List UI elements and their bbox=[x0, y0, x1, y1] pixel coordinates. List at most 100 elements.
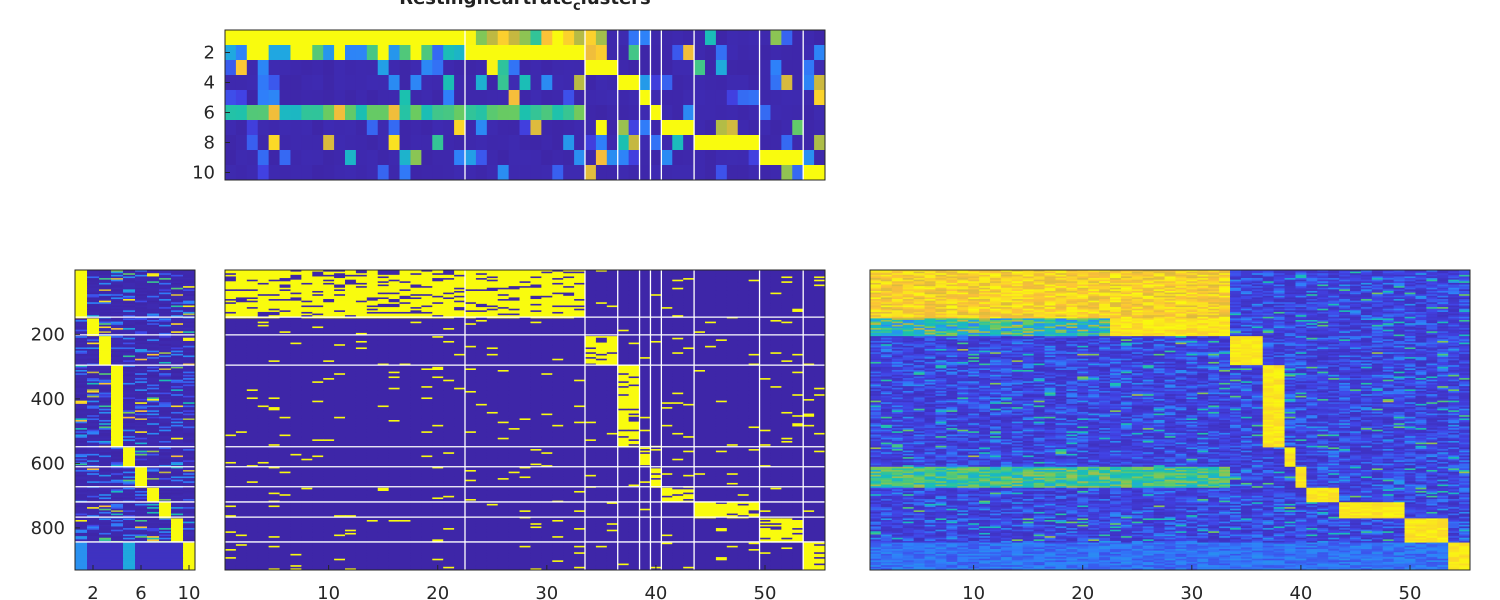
heatmap-cell bbox=[486, 273, 499, 276]
heatmap-cell bbox=[75, 470, 88, 473]
heatmap-cell bbox=[279, 90, 291, 106]
heatmap-cell bbox=[366, 295, 379, 298]
heatmap-cell bbox=[803, 320, 815, 323]
heatmap-cell bbox=[574, 307, 586, 310]
heatmap-cell bbox=[290, 300, 302, 303]
heatmap-cell bbox=[301, 274, 313, 277]
heatmap-cell bbox=[803, 284, 815, 287]
heatmap-cell bbox=[454, 278, 466, 281]
heatmap-cell bbox=[147, 439, 160, 442]
heatmap-cell bbox=[530, 321, 542, 324]
heatmap-cell bbox=[585, 302, 597, 305]
heatmap-cell bbox=[650, 342, 662, 345]
heatmap-cell bbox=[497, 289, 510, 292]
heatmap-cell bbox=[147, 299, 160, 302]
heatmap-cell bbox=[617, 321, 630, 324]
heatmap-cell bbox=[147, 524, 160, 527]
heatmap-cell bbox=[75, 563, 88, 566]
heatmap-cell bbox=[123, 492, 136, 495]
heatmap-cell bbox=[334, 271, 346, 274]
heatmap-cell bbox=[465, 105, 477, 121]
heatmap-cell bbox=[672, 294, 684, 297]
heatmap-cell bbox=[111, 532, 124, 535]
heatmap-cell bbox=[770, 320, 782, 323]
heatmap-cell bbox=[628, 315, 640, 318]
heatmap-cell bbox=[171, 378, 184, 381]
heatmap-cell bbox=[171, 515, 184, 518]
heatmap-cell bbox=[421, 270, 433, 273]
heatmap-cell bbox=[257, 308, 270, 311]
heatmap-cell bbox=[552, 318, 564, 321]
heatmap-cell bbox=[454, 120, 466, 136]
heatmap-cell bbox=[111, 365, 124, 368]
heatmap-cell bbox=[574, 286, 586, 289]
heatmap-cell bbox=[737, 334, 750, 337]
heatmap-cell bbox=[183, 365, 196, 368]
heatmap-cell bbox=[147, 286, 160, 289]
heatmap-cell bbox=[377, 276, 390, 279]
heatmap-cell bbox=[377, 297, 390, 300]
heatmap-cell bbox=[465, 305, 477, 308]
heatmap-cell bbox=[639, 282, 651, 285]
heatmap-cell bbox=[268, 329, 280, 332]
heatmap-cell bbox=[694, 290, 706, 293]
heatmap-cell bbox=[705, 342, 717, 345]
heatmap-cell bbox=[183, 476, 196, 479]
heatmap-cell bbox=[183, 428, 196, 431]
heatmap-cell bbox=[563, 331, 575, 334]
heatmap-cell bbox=[705, 271, 717, 274]
heatmap-cell bbox=[345, 60, 357, 76]
heatmap-cell bbox=[465, 120, 477, 136]
heatmap-cell bbox=[759, 150, 771, 166]
heatmap-cell bbox=[421, 165, 433, 181]
heatmap-cell bbox=[135, 350, 148, 353]
heatmap-cell bbox=[111, 389, 124, 392]
heatmap-cell bbox=[75, 502, 88, 505]
heatmap-cell bbox=[123, 381, 136, 384]
heatmap-cell bbox=[111, 453, 124, 456]
heatmap-cell bbox=[171, 452, 184, 455]
heatmap-cell bbox=[792, 339, 804, 342]
heatmap-cell bbox=[183, 447, 196, 450]
heatmap-cell bbox=[159, 524, 172, 527]
heatmap-cell bbox=[606, 337, 619, 340]
heatmap-cell bbox=[99, 487, 112, 490]
heatmap-cell bbox=[99, 357, 112, 360]
heatmap-cell bbox=[183, 324, 196, 327]
heatmap-cell bbox=[388, 340, 400, 343]
heatmap-cell bbox=[111, 447, 124, 450]
heatmap-cell bbox=[552, 290, 564, 293]
heatmap-cell bbox=[111, 418, 124, 421]
heatmap-cell bbox=[585, 274, 597, 277]
heatmap-cell bbox=[171, 287, 184, 290]
heatmap-cell bbox=[585, 297, 597, 300]
heatmap-cell bbox=[183, 376, 196, 379]
heatmap-cell bbox=[111, 474, 124, 477]
heatmap-cell bbox=[705, 297, 717, 300]
heatmap-cell bbox=[530, 311, 542, 314]
heatmap-cell bbox=[87, 547, 100, 550]
heatmap-cell bbox=[301, 105, 313, 121]
heatmap-cell bbox=[159, 281, 172, 284]
heatmap-cell bbox=[552, 326, 564, 329]
heatmap-cell bbox=[323, 321, 335, 324]
heatmap-cell bbox=[268, 271, 280, 274]
heatmap-cell bbox=[628, 305, 640, 308]
heatmap-cell bbox=[246, 279, 259, 282]
heatmap-cell bbox=[421, 150, 433, 166]
heatmap-cell bbox=[235, 332, 248, 335]
heatmap-cell bbox=[290, 120, 302, 136]
heatmap-cell bbox=[268, 321, 280, 324]
heatmap-cell bbox=[465, 286, 477, 289]
heatmap-cell bbox=[147, 370, 160, 373]
heatmap-cell bbox=[135, 513, 148, 516]
heatmap-cell bbox=[639, 150, 651, 166]
heatmap-cell bbox=[694, 278, 706, 281]
heatmap-cell bbox=[123, 324, 136, 327]
heatmap-cell bbox=[87, 476, 100, 479]
heatmap-cell bbox=[75, 481, 88, 484]
heatmap-cell bbox=[75, 428, 88, 431]
heatmap-cell bbox=[301, 281, 313, 284]
heatmap-cell bbox=[432, 316, 444, 319]
heatmap-cell bbox=[345, 274, 357, 277]
